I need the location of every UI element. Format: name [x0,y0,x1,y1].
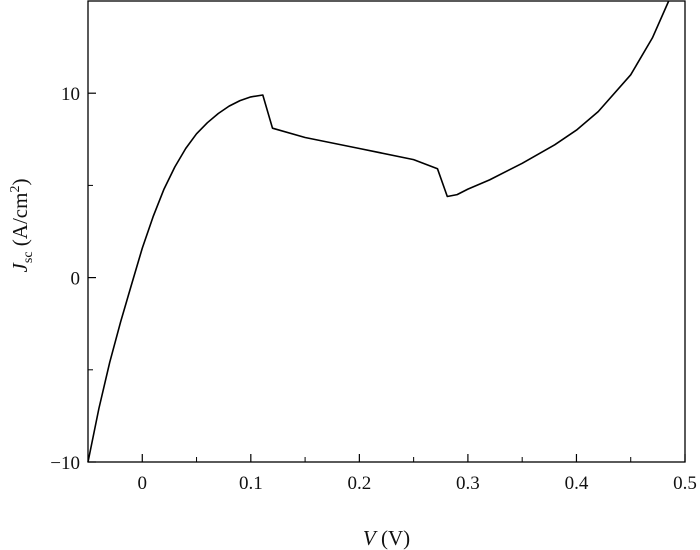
y-tick-label: −10 [50,453,80,474]
tick-labels: 0 0.1 0.2 0.3 0.4 0.5 −10 0 10 [50,84,697,494]
plot-frame [87,0,686,463]
x-tick-label: 0.5 [673,473,697,494]
y-tick-label: 0 [71,269,81,290]
x-tick-label: 0 [138,473,148,494]
x-tick-label: 0.4 [565,473,589,494]
x-axis-unit: (V) [376,526,410,550]
x-axis-label: V (V) [363,526,410,550]
x-tick-label: 0.1 [239,473,263,494]
y-tick-label: 10 [61,84,80,105]
axis-ticks [87,92,686,463]
y-axis-var: J [8,261,32,272]
jsc-curve [87,0,670,463]
x-tick-label: 0.2 [347,473,371,494]
y-axis-sup: 2 [8,186,23,193]
y-axis-unit-open: (A/cm [8,193,32,252]
x-axis-var: V [363,526,378,550]
y-axis-sub: sc [21,251,36,263]
y-axis-label: Jsc (A/cm2) [8,179,36,273]
y-axis-unit-close: ) [8,179,32,186]
x-tick-label: 0.3 [456,473,480,494]
